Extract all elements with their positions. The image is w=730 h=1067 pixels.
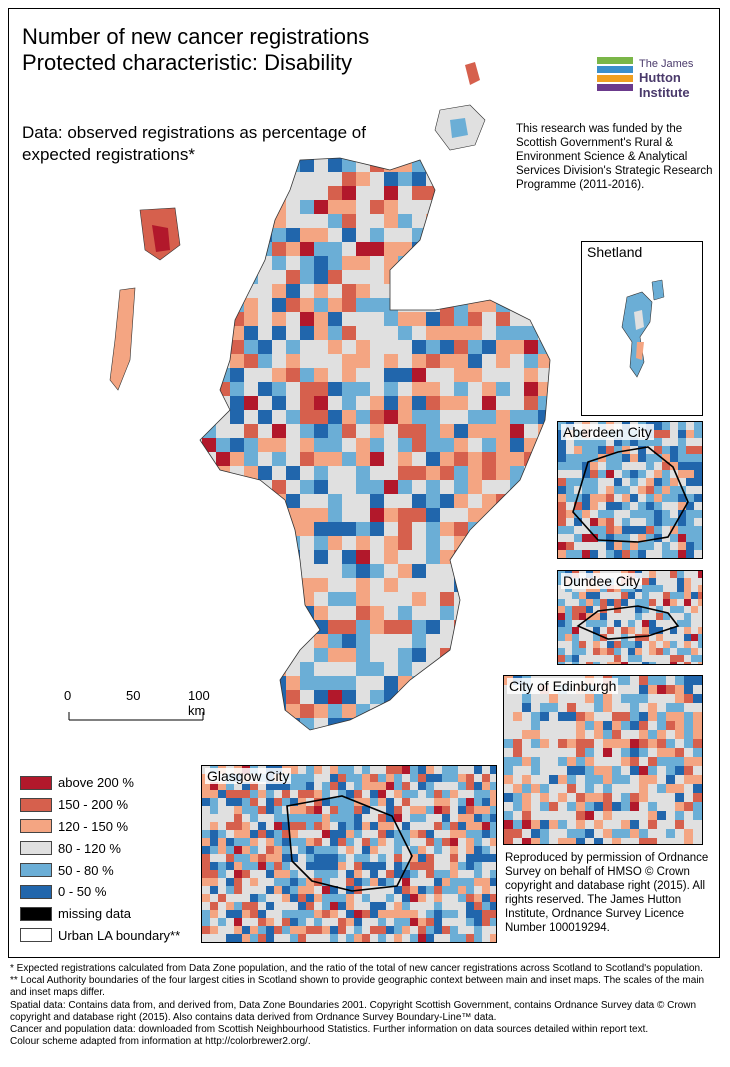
footnote-line: ** Local Authority boundaries of the fou… (10, 975, 705, 999)
scale-bar: 0 50 100 km (60, 688, 230, 728)
footnote-line: * Expected registrations calculated from… (10, 963, 703, 974)
legend-item: Urban LA boundary** (20, 925, 180, 947)
legend-label: 80 - 120 % (58, 840, 121, 856)
scale-tick-100: 100 km (188, 688, 210, 718)
legend-swatch (20, 884, 52, 899)
footnote-line: Cancer and population data: downloaded f… (10, 1024, 649, 1036)
inset-edinburgh: City of Edinburgh (503, 675, 703, 845)
legend-item: above 200 % (20, 772, 180, 794)
legend-label: 0 - 50 % (58, 884, 107, 900)
legend-swatch (20, 906, 52, 921)
scotland-main-map (109, 62, 551, 731)
legend-item: 80 - 120 % (20, 837, 180, 859)
legend-item: 50 - 80 % (20, 859, 180, 881)
legend-label: Urban LA boundary** (58, 927, 181, 943)
scale-tick-50: 50 (126, 688, 141, 703)
map-legend: above 200 % 150 - 200 % 120 - 150 % 80 - 12… (20, 772, 180, 946)
logo-text: The James Hutton Institute (639, 58, 693, 101)
logo-line-3: Institute (639, 85, 690, 100)
legend-swatch (20, 775, 52, 790)
map-subtitle: Data: observed registrations as percenta… (22, 123, 366, 164)
inset-label-dundee: Dundee City (561, 573, 643, 589)
logo-line-1: The James (639, 58, 694, 70)
footnotes: * Expected registrations calculated from… (10, 963, 722, 1048)
inset-label-aberdeen: Aberdeen City (561, 424, 654, 440)
legend-item: 0 - 50 % (20, 881, 180, 903)
legend-item: 120 - 150 % (20, 816, 180, 838)
legend-label: 50 - 80 % (58, 862, 114, 878)
james-hutton-logo (597, 57, 633, 91)
legend-swatch (20, 863, 52, 878)
inset-aberdeen: Aberdeen City (557, 421, 703, 559)
legend-label: missing data (58, 906, 131, 922)
glasgow-map (202, 766, 496, 942)
legend-item: missing data (20, 903, 180, 925)
legend-item: 150 - 200 % (20, 794, 180, 816)
inset-label-edinburgh: City of Edinburgh (507, 678, 619, 694)
footnote-line: Spatial data: Contains data from, and de… (10, 999, 697, 1023)
legend-label: above 200 % (58, 775, 134, 791)
map-frame (8, 8, 720, 958)
scale-line (68, 712, 204, 721)
inset-label-shetland: Shetland (585, 244, 645, 260)
title-line-2: Protected characteristic: Disability (22, 50, 353, 75)
funding-note: This research was funded by the Scottish… (516, 123, 713, 191)
logo-line-2: Hutton (639, 70, 681, 85)
legend-swatch (20, 797, 52, 812)
aberdeen-map (558, 422, 702, 558)
legend-swatch (20, 841, 52, 856)
title-line-1: Number of new cancer registrations (22, 24, 370, 49)
legend-swatch (20, 819, 52, 834)
inset-dundee: Dundee City (557, 570, 703, 665)
legend-label: 120 - 150 % (58, 818, 129, 834)
inset-glasgow: Glasgow City (201, 765, 497, 943)
inset-shetland: Shetland (581, 241, 703, 416)
legend-label: 150 - 200 % (58, 797, 129, 813)
copyright-notice: Reproduced by permission of Ordnance Sur… (505, 852, 709, 934)
footnote-line: Colour scheme adapted from information a… (10, 1036, 311, 1048)
edinburgh-map (504, 676, 702, 844)
legend-swatch (20, 928, 52, 943)
scale-tick-0: 0 (64, 688, 72, 703)
map-title: Number of new cancer registrations Prote… (22, 24, 369, 76)
inset-label-glasgow: Glasgow City (205, 768, 292, 784)
